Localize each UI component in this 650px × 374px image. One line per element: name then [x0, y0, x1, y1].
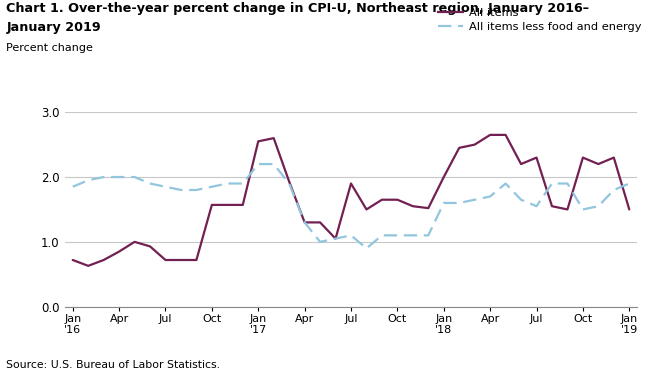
All items [595, 162, 603, 166]
All items [162, 258, 170, 262]
All items less food and energy [455, 201, 463, 205]
All items [332, 236, 339, 241]
Line: All items: All items [73, 135, 629, 266]
All items [393, 197, 401, 202]
All items less food and energy [285, 181, 293, 186]
All items less food and energy [131, 175, 138, 179]
All items [440, 175, 448, 179]
All items [378, 197, 386, 202]
All items less food and energy [610, 188, 617, 192]
All items [239, 203, 247, 207]
All items [254, 139, 262, 144]
All items [99, 258, 107, 262]
Text: January 2019: January 2019 [6, 21, 101, 34]
All items [610, 155, 617, 160]
All items [285, 179, 293, 184]
All items [424, 206, 432, 211]
All items [363, 207, 370, 212]
All items [177, 258, 185, 262]
All items less food and energy [548, 181, 556, 186]
All items less food and energy [239, 181, 247, 186]
All items less food and energy [517, 197, 525, 202]
All items less food and energy [208, 184, 216, 189]
All items less food and energy [192, 188, 200, 192]
All items [579, 155, 587, 160]
All items less food and energy [595, 204, 603, 208]
All items [455, 145, 463, 150]
All items [224, 203, 231, 207]
All items [316, 220, 324, 225]
All items less food and energy [316, 240, 324, 244]
All items less food and energy [440, 201, 448, 205]
All items [532, 155, 540, 160]
All items [131, 240, 138, 244]
All items less food and energy [347, 233, 355, 237]
All items [486, 133, 494, 137]
Line: All items less food and energy: All items less food and energy [73, 164, 629, 248]
All items [625, 207, 633, 212]
All items [208, 203, 216, 207]
Text: Chart 1. Over-the-year percent change in CPI-U, Northeast region, January 2016–: Chart 1. Over-the-year percent change in… [6, 2, 590, 15]
All items less food and energy [363, 246, 370, 251]
All items less food and energy [471, 197, 478, 202]
All items less food and energy [270, 162, 278, 166]
Text: Source: U.S. Bureau of Labor Statistics.: Source: U.S. Bureau of Labor Statistics. [6, 360, 220, 370]
All items [564, 207, 571, 212]
All items [270, 136, 278, 140]
All items [192, 258, 200, 262]
All items [548, 204, 556, 208]
Text: Percent change: Percent change [6, 43, 94, 53]
All items less food and energy [162, 184, 170, 189]
All items [502, 133, 510, 137]
All items [471, 142, 478, 147]
All items less food and energy [177, 188, 185, 192]
All items less food and energy [532, 204, 540, 208]
All items less food and energy [99, 175, 107, 179]
All items less food and energy [564, 181, 571, 186]
Legend: All items, All items less food and energy: All items, All items less food and energ… [438, 7, 641, 32]
All items less food and energy [332, 236, 339, 241]
All items [301, 220, 309, 225]
All items [146, 244, 154, 249]
All items [84, 264, 92, 268]
All items less food and energy [224, 181, 231, 186]
All items less food and energy [625, 181, 633, 186]
All items less food and energy [84, 178, 92, 183]
All items less food and energy [115, 175, 123, 179]
All items less food and energy [378, 233, 386, 237]
All items [69, 258, 77, 262]
All items [517, 162, 525, 166]
All items less food and energy [393, 233, 401, 237]
All items [347, 181, 355, 186]
All items less food and energy [69, 184, 77, 189]
All items less food and energy [409, 233, 417, 237]
All items less food and energy [502, 181, 510, 186]
All items [115, 249, 123, 254]
All items less food and energy [486, 194, 494, 199]
All items less food and energy [146, 181, 154, 186]
All items less food and energy [579, 207, 587, 212]
All items less food and energy [301, 220, 309, 225]
All items less food and energy [424, 233, 432, 237]
All items [409, 204, 417, 208]
All items less food and energy [254, 162, 262, 166]
